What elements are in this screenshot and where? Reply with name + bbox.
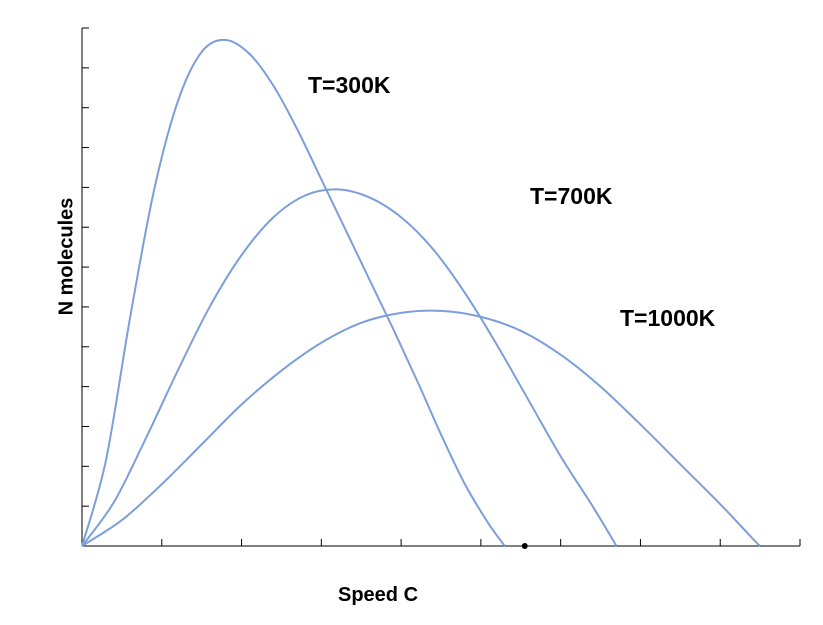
curve-t300k xyxy=(82,40,505,546)
y-axis-label: N molecules xyxy=(55,198,78,316)
x-axis-label: Speed C xyxy=(338,584,418,607)
curve-label-300k: T=300K xyxy=(308,72,390,99)
curve-t700k xyxy=(82,189,617,546)
curve-t1000k xyxy=(82,311,760,546)
curve-label-1000k: T=1000K xyxy=(620,305,715,332)
curve-label-700k: T=700K xyxy=(530,183,612,210)
chart-container: N molecules Speed C T=300K T=700K T=1000… xyxy=(0,0,823,625)
